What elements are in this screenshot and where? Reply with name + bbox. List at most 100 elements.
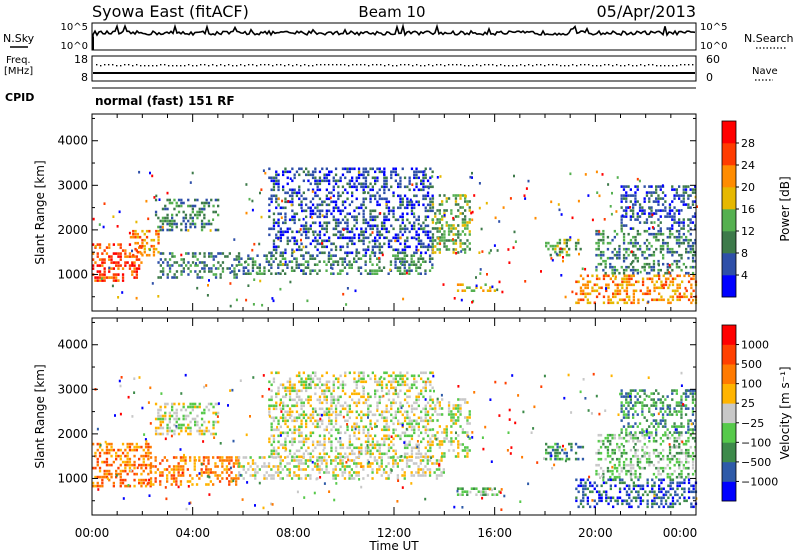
echo-cell <box>202 456 206 459</box>
echo-cell <box>385 392 388 396</box>
echo-cell <box>613 235 616 239</box>
echo-cell <box>408 386 411 390</box>
echo-cell <box>422 182 425 186</box>
echo-cell <box>157 229 160 233</box>
echo-cell <box>332 209 335 213</box>
echo-cell <box>374 425 377 429</box>
echo-cell <box>659 188 662 191</box>
echo-cell <box>638 179 641 183</box>
echo-cell <box>286 386 289 390</box>
echo-cell <box>161 226 164 229</box>
echo-cell <box>251 269 255 272</box>
echo-cell <box>155 194 158 198</box>
echo-cell <box>438 194 441 197</box>
echo-cell <box>383 167 386 171</box>
echo-cell <box>556 457 559 461</box>
echo-cell <box>318 215 322 219</box>
echo-cell <box>339 194 342 198</box>
echo-cell <box>622 197 626 200</box>
echo-cell <box>632 212 635 215</box>
nave-dot <box>100 65 102 67</box>
echo-cell <box>685 238 688 242</box>
echo-cell <box>105 469 109 473</box>
echo-cell <box>364 176 368 180</box>
echo-cell <box>648 247 651 251</box>
echo-cell <box>457 224 460 227</box>
echo-cell <box>343 465 347 468</box>
echo-cell <box>286 239 289 243</box>
echo-cell <box>464 209 467 212</box>
echo-cell <box>651 226 654 229</box>
echo-cell <box>166 273 169 276</box>
echo-cell <box>628 505 631 509</box>
echo-cell <box>302 257 305 260</box>
echo-cell <box>321 214 324 217</box>
echo-cell <box>330 413 333 417</box>
echo-cell <box>403 245 407 249</box>
echo-cell <box>305 383 308 387</box>
echo-cell <box>325 401 328 405</box>
echo-cell <box>140 484 143 488</box>
echo-cell <box>318 395 322 399</box>
echo-cell <box>625 197 628 200</box>
echo-cell <box>622 215 626 218</box>
echo-cell <box>459 404 462 407</box>
echo-cell <box>579 247 582 251</box>
echo-cell <box>367 185 370 189</box>
echo-cell <box>457 434 460 437</box>
echo-cell <box>399 182 402 186</box>
echo-cell <box>162 267 165 270</box>
echo-cell <box>364 170 368 174</box>
echo-cell <box>341 257 344 260</box>
echo-cell <box>201 261 204 264</box>
echo-cell <box>330 419 333 423</box>
echo-cell <box>272 474 275 477</box>
echo-cell <box>591 289 594 293</box>
echo-cell <box>334 260 337 263</box>
echo-cell <box>602 277 606 281</box>
echo-cell <box>164 411 167 415</box>
echo-cell <box>131 442 134 446</box>
echo-cell <box>360 395 363 399</box>
echo-cell <box>415 398 418 402</box>
echo-cell <box>632 244 635 248</box>
echo-cell <box>556 445 559 449</box>
echo-cell <box>360 416 363 420</box>
echo-cell <box>417 471 420 474</box>
echo-cell <box>383 212 386 216</box>
echo-cell <box>346 251 349 255</box>
echo-cell <box>650 268 653 272</box>
echo-cell <box>350 266 353 269</box>
echo-cell <box>212 258 215 261</box>
echo-cell <box>307 437 310 441</box>
echo-cell <box>475 276 477 279</box>
echo-cell <box>392 371 395 375</box>
nave-dot <box>392 65 394 67</box>
echo-cell <box>330 395 333 399</box>
echo-cell <box>330 191 333 195</box>
echo-cell <box>392 206 395 210</box>
echo-cell <box>182 201 185 205</box>
echo-cell <box>369 227 372 231</box>
echo-cell <box>618 289 622 293</box>
echo-cell <box>196 264 199 267</box>
nave-dot <box>532 65 534 67</box>
echo-cell <box>431 401 435 404</box>
echo-cell <box>569 238 572 242</box>
echo-cell <box>346 224 349 228</box>
echo-cell <box>351 215 354 219</box>
echo-cell <box>662 241 665 245</box>
echo-cell <box>630 505 633 509</box>
echo-cell <box>339 269 342 272</box>
echo-cell <box>270 404 273 408</box>
echo-cell <box>403 455 407 459</box>
echo-cell <box>355 465 358 468</box>
echo-cell <box>207 471 210 474</box>
nave-dot <box>384 65 386 67</box>
echo-cell <box>305 386 308 390</box>
nave-dot <box>220 64 222 66</box>
echo-cell <box>675 250 679 254</box>
echo-cell <box>277 440 280 444</box>
echo-cell <box>671 283 675 287</box>
echo-cell <box>422 242 425 246</box>
